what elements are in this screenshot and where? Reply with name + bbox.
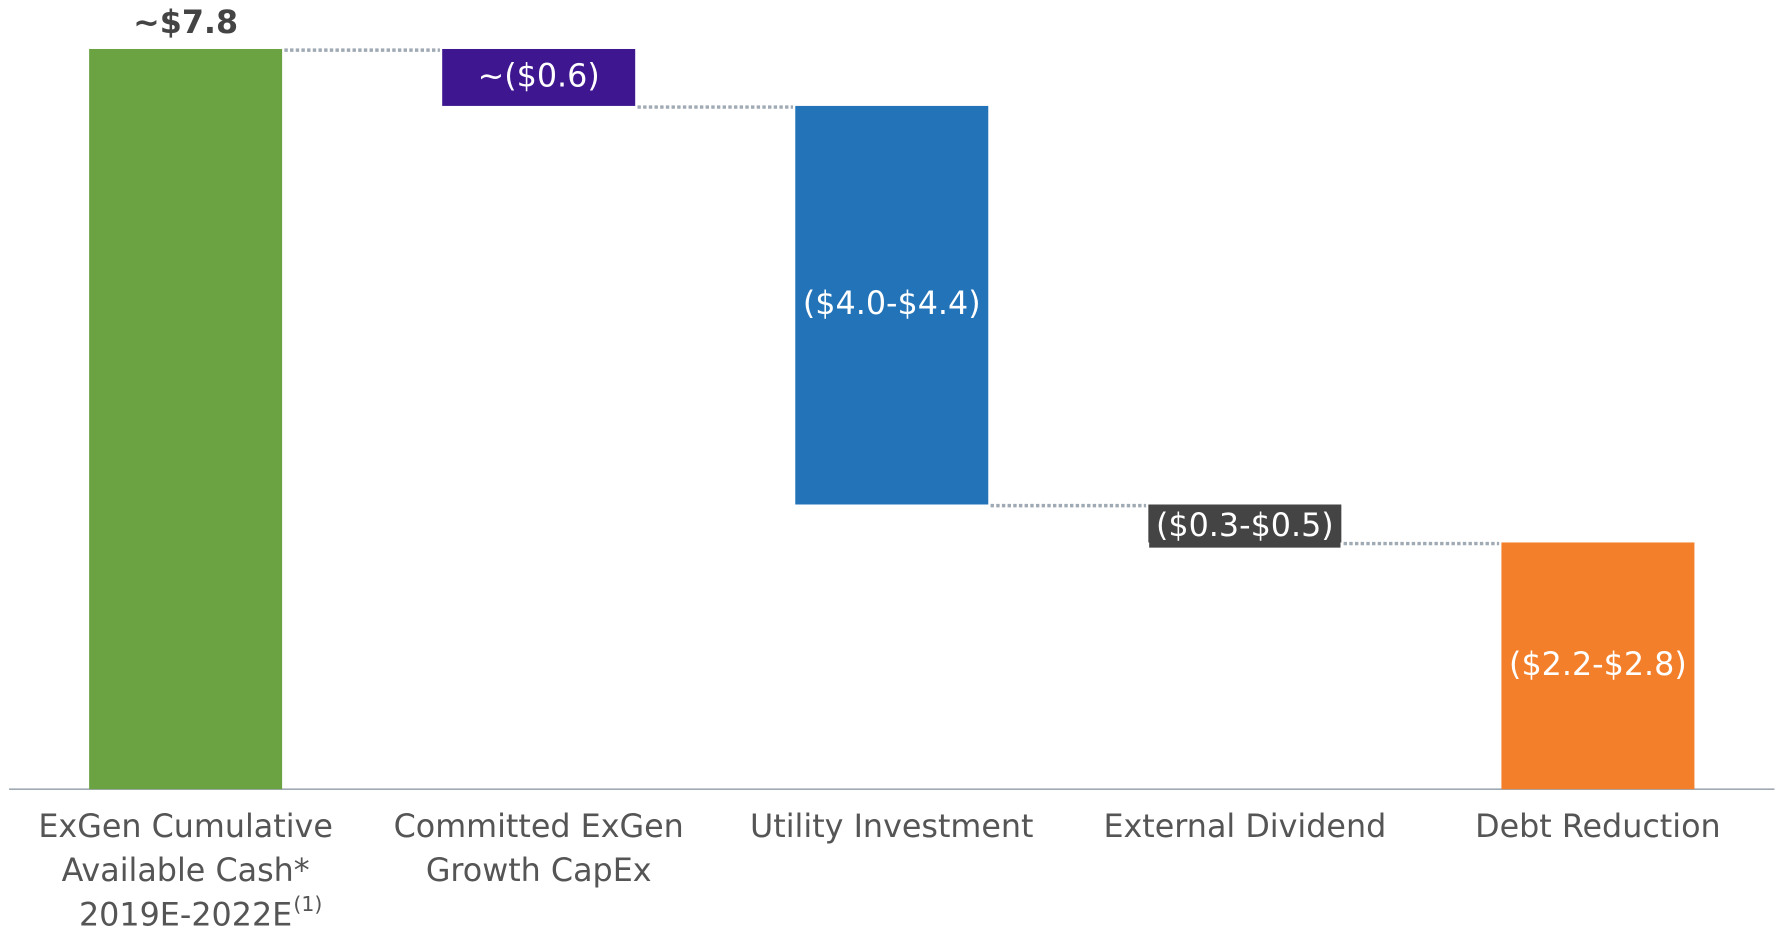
value-label: ~$7.8 bbox=[133, 5, 238, 41]
x-tick-label: Utility Investment bbox=[750, 809, 1033, 845]
footnote-marker: (1) bbox=[293, 892, 322, 916]
value-label: ($2.2-$2.8) bbox=[1509, 647, 1687, 683]
value-label: ($4.0-$4.4) bbox=[803, 286, 981, 322]
bar bbox=[795, 105, 989, 505]
bar bbox=[442, 48, 636, 106]
x-tick-label: Available Cash* bbox=[62, 853, 310, 889]
bar bbox=[1501, 542, 1695, 790]
x-tick-label: ExGen Cumulative bbox=[38, 809, 333, 845]
x-tick-label: Debt Reduction bbox=[1475, 809, 1721, 845]
bar bbox=[89, 48, 283, 790]
x-tick-label: Committed ExGen bbox=[394, 809, 684, 845]
x-tick-label: Growth CapEx bbox=[426, 853, 652, 889]
x-tick-label: 2019E-2022E bbox=[79, 897, 292, 929]
x-tick-label: External Dividend bbox=[1103, 809, 1386, 845]
value-label: ($0.3-$0.5) bbox=[1156, 508, 1334, 544]
value-label: ~($0.6) bbox=[478, 58, 600, 94]
value-label-box bbox=[1149, 506, 1341, 548]
